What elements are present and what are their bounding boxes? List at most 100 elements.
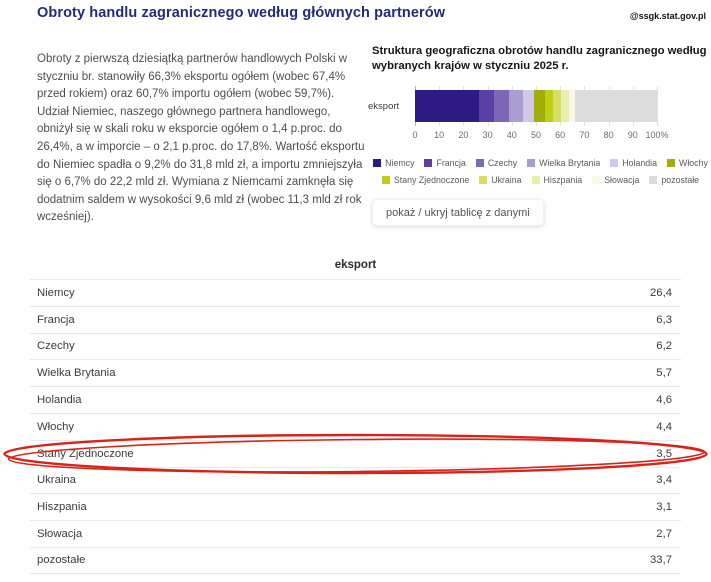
- table-row: Francja 6,3: [30, 305, 681, 333]
- legend-label: Hiszpania: [543, 175, 583, 185]
- table-body: Niemcy 26,4 Francja 6,3 Czechy 6,2 Wielka Bryt…: [30, 279, 681, 574]
- bar-segment-ukraina[interactable]: [553, 90, 562, 122]
- row-label: Holandia: [37, 394, 82, 407]
- row-value: 33,7: [650, 554, 672, 567]
- row-value: 3,1: [656, 501, 672, 514]
- table-row-highlighted: Stany Zjednoczone 3,5: [30, 439, 681, 467]
- legend-label: Stany Zjednoczone: [393, 175, 470, 185]
- legend-item-czechy[interactable]: Czechy: [475, 158, 518, 168]
- row-label: Czechy: [37, 340, 75, 353]
- x-tick-label: 90: [627, 130, 638, 140]
- legend-swatch: [649, 176, 658, 184]
- page-title: Obroty handlu zagranicznego według główn…: [37, 5, 446, 21]
- row-value: 4,4: [656, 420, 672, 433]
- legend-item-holandia[interactable]: Holandia: [610, 158, 657, 168]
- bar-row-label: eksport: [368, 101, 400, 112]
- table-row: Ukraina 3,4: [30, 466, 681, 494]
- row-value: 2,7: [656, 528, 672, 541]
- row-label: Wielka Brytania: [37, 367, 116, 380]
- legend-swatch: [527, 159, 536, 167]
- legend-swatch: [424, 159, 433, 167]
- row-value: 26,4: [650, 286, 672, 299]
- legend-label: Francja: [436, 158, 466, 168]
- legend-item-ukraina[interactable]: Ukraina: [479, 175, 522, 185]
- row-value: 4,6: [656, 394, 672, 407]
- legend-label: pozostałe: [661, 175, 700, 185]
- summary-paragraph: Obroty z pierwszą dziesiątką partnerów h…: [37, 53, 365, 224]
- x-tick-label: 20: [458, 130, 469, 140]
- row-label: Hiszpania: [37, 501, 87, 514]
- bar-segment-pozosta-e[interactable]: [575, 90, 657, 122]
- legend-item-stany-zjednoczone[interactable]: Stany Zjednoczone: [381, 175, 470, 185]
- x-tick-label: 0: [412, 130, 418, 140]
- row-value: 5,7: [656, 367, 672, 380]
- bar-segment-stany-zjednoczone[interactable]: [544, 90, 554, 122]
- x-tick-label: 10: [434, 130, 445, 140]
- table-row: Słowacja 2,7: [30, 520, 681, 547]
- toggle-table-button[interactable]: pokaż / ukryj tablicę z danymi: [372, 199, 544, 226]
- legend-label: Włochy: [679, 158, 708, 168]
- table-row: Czechy 6,2: [30, 332, 681, 360]
- table-row: pozostałe 33,7: [30, 546, 681, 574]
- watermark: @ssgk.stat.gov.pl: [629, 11, 706, 21]
- table-row: Hiszpania 3,1: [30, 493, 681, 520]
- bar-segment-francja[interactable]: [478, 90, 495, 122]
- row-label: Ukraina: [37, 474, 76, 487]
- bar-segment-niemcy[interactable]: [415, 90, 479, 122]
- legend-row: Niemcy Francja Czechy Wielka Brytania Holand…: [372, 158, 709, 168]
- x-tick-label: 70: [579, 130, 590, 140]
- legend-swatch: [381, 176, 390, 184]
- table-row: Włochy 4,4: [30, 412, 681, 440]
- legend-label: Czechy: [487, 158, 518, 168]
- row-label: pozostałe: [37, 554, 86, 567]
- legend-item-wielka-brytania[interactable]: Wielka Brytania: [527, 158, 600, 168]
- legend-swatch: [475, 159, 484, 167]
- legend-label: Wielka Brytania: [539, 158, 601, 168]
- legend-label: Niemcy: [385, 158, 415, 168]
- legend-label: Ukraina: [491, 175, 522, 185]
- x-tick-label: 60: [555, 130, 566, 140]
- legend-item-francja[interactable]: Francja: [424, 158, 466, 168]
- bar-segment-s-owacja[interactable]: [568, 90, 576, 122]
- row-value: 3,4: [656, 474, 672, 487]
- legend-item-w-ochy[interactable]: Włochy: [667, 158, 708, 168]
- legend-swatch: [667, 159, 676, 167]
- bar-segment-w-ochy[interactable]: [534, 90, 545, 122]
- row-label: Stany Zjednoczone: [37, 447, 134, 460]
- chart-legend: Niemcy Francja Czechy Wielka Brytania Holand…: [372, 158, 709, 192]
- legend-swatch: [592, 176, 601, 184]
- row-value: 3,5: [656, 447, 672, 460]
- table-row: Wielka Brytania 5,7: [30, 359, 681, 386]
- bar-segment-wielka-brytania[interactable]: [509, 90, 523, 122]
- legend-swatch: [373, 159, 382, 167]
- table-header-eksport: eksport: [334, 259, 377, 271]
- row-value: 6,2: [656, 340, 672, 353]
- legend-label: Słowacja: [604, 175, 640, 185]
- legend-item-pozosta-e[interactable]: pozostałe: [649, 175, 699, 185]
- stacked-bar: [415, 90, 657, 122]
- row-value: 6,3: [656, 313, 672, 326]
- bar-segment-holandia[interactable]: [522, 90, 535, 122]
- x-tick-label: 100%: [645, 130, 669, 140]
- table-row: Niemcy 26,4: [30, 279, 681, 306]
- x-tick-label: 40: [506, 130, 517, 140]
- table-row: Holandia 4,6: [30, 386, 681, 413]
- bar-segment-czechy[interactable]: [494, 90, 510, 122]
- row-label: Niemcy: [37, 286, 75, 299]
- x-tick-label: 30: [482, 130, 493, 140]
- x-axis: 0 10 20 30 40 50 60 70 80 90 100%: [412, 130, 668, 142]
- data-table: eksport Niemcy 26,4 Francja 6,3 Czechy 6,2 Wie…: [30, 252, 681, 574]
- x-tick-label: 50: [530, 130, 542, 140]
- legend-item-hiszpania[interactable]: Hiszpania: [531, 175, 583, 185]
- x-tick-label: 80: [603, 130, 614, 140]
- chart-title: Struktura geograficzna obrotów handlu za…: [372, 45, 707, 72]
- gridline: [657, 86, 658, 126]
- legend-swatch: [610, 159, 619, 167]
- legend-row: Stany Zjednoczone Ukraina Hiszpania Słowacj…: [372, 175, 709, 185]
- row-label: Włochy: [37, 420, 75, 433]
- bar-segment-hiszpania[interactable]: [561, 90, 569, 122]
- legend-item-s-owacja[interactable]: Słowacja: [592, 175, 639, 185]
- legend-swatch: [531, 176, 540, 184]
- legend-item-niemcy[interactable]: Niemcy: [373, 158, 414, 168]
